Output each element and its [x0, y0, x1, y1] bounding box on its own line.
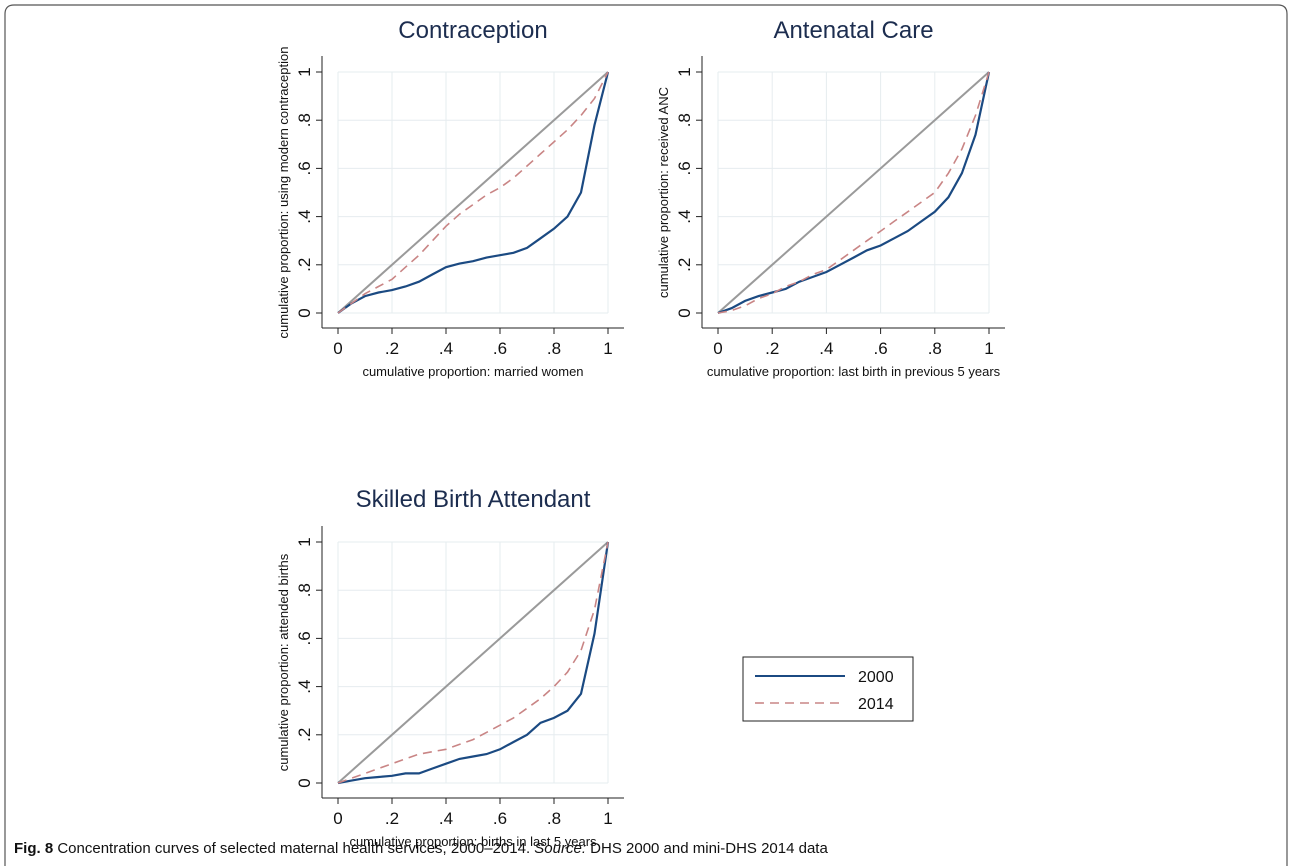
curve	[337, 541, 609, 784]
y-axis-label: cumulative proportion: attended births	[276, 553, 291, 771]
caption: Fig. 8 Concentration curves of selected …	[14, 840, 828, 857]
x-axis-label: cumulative proportion: births in last 5 …	[349, 834, 597, 849]
y-axis-label: cumulative proportion: received ANC	[656, 87, 671, 298]
y-tick-label: .6	[295, 161, 314, 175]
x-tick-label: .4	[439, 809, 453, 828]
chart-title: Skilled Birth Attendant	[356, 486, 591, 513]
caption-label: Fig. 8	[14, 840, 53, 857]
curve	[337, 541, 610, 785]
y-tick-label: .2	[675, 258, 694, 272]
y-tick-label: .8	[295, 583, 314, 597]
y-tick-label: .8	[675, 113, 694, 127]
x-tick-label: .6	[874, 339, 888, 358]
curve	[717, 71, 991, 315]
y-tick-label: .2	[295, 728, 314, 742]
y-tick-label: 0	[675, 308, 694, 317]
y-tick-label: 1	[295, 67, 314, 76]
x-tick-label: .2	[765, 339, 779, 358]
x-tick-label: .2	[385, 809, 399, 828]
y-tick-label: .2	[295, 258, 314, 272]
curve	[717, 71, 990, 314]
x-tick-label: .4	[819, 339, 833, 358]
x-tick-label: .6	[493, 339, 507, 358]
x-tick-label: 1	[603, 339, 612, 358]
x-tick-label: 0	[333, 339, 342, 358]
y-tick-label: 1	[675, 67, 694, 76]
caption-source-text: DHS 2000 and mini-DHS 2014 data	[590, 840, 828, 857]
equality-line	[337, 71, 609, 314]
legend-label: 2000	[858, 669, 894, 686]
y-tick-label: 0	[295, 778, 314, 787]
x-tick-label: .6	[493, 809, 507, 828]
y-tick-label: 0	[295, 308, 314, 317]
y-tick-label: .6	[295, 631, 314, 645]
y-axis-label: cumulative proportion: using modern cont…	[276, 47, 291, 339]
x-tick-label: .4	[439, 339, 453, 358]
y-tick-label: .4	[295, 680, 314, 694]
x-tick-label: 1	[984, 339, 993, 358]
y-tick-label: .4	[675, 210, 694, 224]
equality-line	[337, 541, 609, 784]
x-tick-label: 0	[713, 339, 722, 358]
caption-source-label: Source:	[534, 840, 586, 857]
x-tick-label: 1	[603, 809, 612, 828]
y-tick-label: .6	[675, 161, 694, 175]
figure-border	[4, 4, 1288, 866]
y-tick-label: .8	[295, 113, 314, 127]
equality-line	[717, 71, 990, 314]
legend-box	[742, 656, 914, 722]
x-tick-label: .8	[547, 339, 561, 358]
chart-title: Contraception	[398, 17, 547, 44]
y-tick-label: .4	[295, 210, 314, 224]
x-axis-label: cumulative proportion: last birth in pre…	[707, 364, 1001, 379]
x-tick-label: .2	[385, 339, 399, 358]
curve	[337, 71, 610, 314]
chart-title: Antenatal Care	[773, 17, 933, 44]
x-tick-label: 0	[333, 809, 342, 828]
x-axis-label: cumulative proportion: married women	[362, 364, 583, 379]
curve	[337, 71, 609, 314]
x-tick-label: .8	[928, 339, 942, 358]
caption-text: Concentration curves of selected materna…	[57, 840, 530, 857]
legend-label: 2014	[858, 696, 894, 713]
y-tick-label: 1	[295, 537, 314, 546]
x-tick-label: .8	[547, 809, 561, 828]
